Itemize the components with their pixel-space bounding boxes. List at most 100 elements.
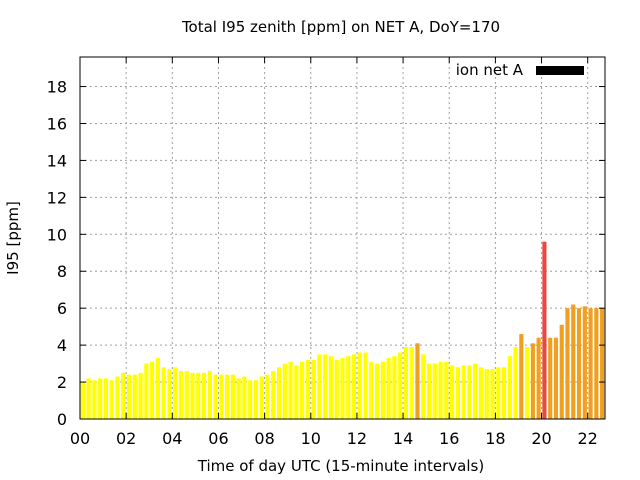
bar [484, 369, 489, 419]
bar [86, 378, 91, 419]
bar [588, 308, 593, 419]
bar [138, 372, 143, 419]
bar [173, 367, 178, 419]
x-tick-label: 20 [531, 429, 551, 448]
bar [553, 337, 559, 419]
bar [513, 346, 518, 419]
y-tick-label: 10 [47, 225, 67, 244]
bar [398, 352, 403, 419]
bar [155, 358, 160, 419]
bar [559, 324, 564, 419]
bar [294, 365, 299, 419]
bar [115, 376, 120, 419]
x-tick-label: 22 [578, 429, 598, 448]
bar [536, 337, 541, 419]
bar [386, 358, 391, 419]
bar [305, 359, 310, 419]
bar [415, 343, 420, 419]
bar [207, 370, 212, 419]
bar [98, 378, 103, 419]
bar [126, 374, 132, 419]
bar [340, 358, 345, 419]
bar [282, 363, 287, 419]
bar [109, 380, 114, 419]
bar [467, 365, 472, 419]
bar [525, 346, 530, 419]
bar [92, 380, 97, 419]
plot-frame [79, 56, 606, 420]
bar [571, 304, 576, 419]
x-tick-label: 02 [116, 429, 136, 448]
bar [178, 370, 184, 419]
y-tick-label: 18 [47, 78, 67, 97]
bar [455, 367, 460, 419]
grid-layer [80, 57, 605, 419]
bar [259, 376, 264, 419]
bar [565, 308, 570, 419]
x-axis-title: Time of day UTC (15-minute intervals) [197, 457, 484, 475]
bar [375, 363, 380, 419]
bars-layer [80, 241, 605, 419]
x-tick-label: 00 [70, 429, 90, 448]
bar [248, 380, 253, 419]
bar [103, 378, 109, 419]
bar [369, 361, 374, 419]
x-tick-label: 10 [301, 429, 321, 448]
bar [421, 354, 426, 419]
y-tick-label: 16 [47, 114, 67, 133]
bar [438, 361, 443, 419]
bar [317, 354, 322, 419]
y-tick-label: 6 [57, 299, 67, 318]
bar [444, 361, 449, 419]
legend: ion net A [456, 61, 584, 79]
bar [132, 374, 137, 419]
bar [594, 308, 599, 419]
bar [161, 367, 166, 419]
bar [213, 374, 218, 419]
bar [496, 367, 501, 419]
bar [311, 359, 316, 419]
bar [80, 382, 85, 419]
bar [242, 376, 247, 419]
bar [600, 308, 605, 419]
bar [334, 359, 339, 419]
bar [461, 365, 466, 419]
bar [230, 374, 235, 419]
bar [548, 337, 553, 419]
bar [403, 346, 409, 419]
x-tick-label: 18 [485, 429, 505, 448]
bar [363, 352, 368, 419]
y-tick-label: 12 [47, 188, 67, 207]
bar [542, 241, 547, 419]
bar [490, 369, 495, 419]
y-tick-label: 2 [57, 373, 67, 392]
bar [351, 354, 357, 419]
bar [328, 356, 334, 419]
x-tick-label: 04 [162, 429, 182, 448]
y-tick-label: 14 [47, 151, 67, 170]
bar [450, 365, 455, 419]
legend-label: ion net A [456, 61, 524, 79]
bar [582, 306, 587, 419]
bar [196, 372, 201, 419]
bar [271, 370, 276, 419]
x-tick-label: 16 [439, 429, 459, 448]
bar [144, 363, 149, 419]
y-tick-label: 8 [57, 262, 67, 281]
bar [501, 367, 507, 419]
bar [392, 356, 397, 419]
bar [473, 363, 478, 419]
bar [276, 367, 282, 419]
bar [380, 361, 385, 419]
bar [288, 361, 293, 419]
bar [121, 372, 126, 419]
bar [219, 374, 224, 419]
y-tick-label: 0 [57, 410, 67, 429]
y-tick-label: 4 [57, 336, 67, 355]
bar [184, 370, 189, 419]
x-tick-label: 06 [208, 429, 228, 448]
bar [507, 356, 512, 419]
bar [201, 372, 207, 419]
